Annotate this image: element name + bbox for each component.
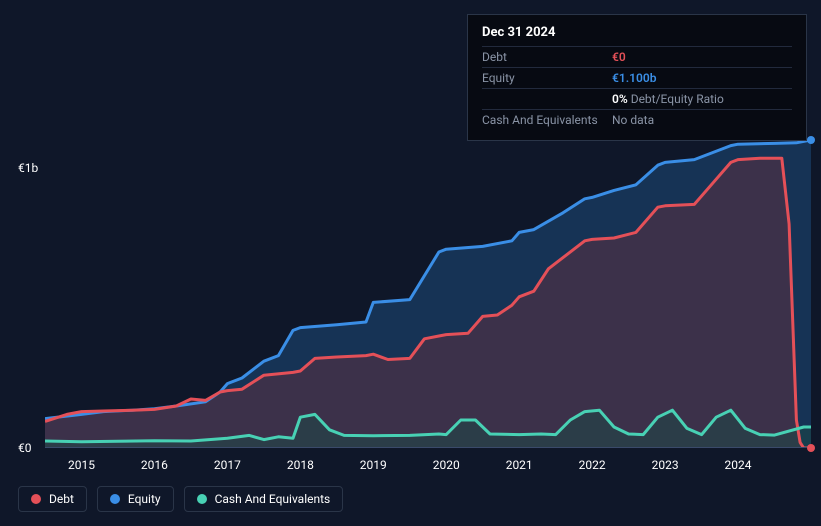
tooltip-row-label: Debt <box>482 50 612 64</box>
x-axis: 2015 2016 2017 2018 2019 2020 2021 2022 2023 2024 <box>45 456 811 476</box>
legend: Debt Equity Cash And Equivalents <box>18 486 343 512</box>
legend-label: Cash And Equivalents <box>215 492 331 506</box>
debt-end-marker <box>807 444 815 452</box>
x-tick-label: 2018 <box>287 458 314 472</box>
legend-item-debt[interactable]: Debt <box>18 486 87 512</box>
y-axis: €0€1b <box>0 0 45 526</box>
tooltip-row-label <box>482 92 612 106</box>
equity-end-marker <box>807 136 815 144</box>
x-tick-label: 2024 <box>725 458 752 472</box>
zero-baseline <box>45 447 811 448</box>
legend-dot-icon <box>110 494 120 504</box>
tooltip-row: 0% Debt/Equity Ratio <box>482 88 792 109</box>
debt-equity-chart: Dec 31 2024 Debt€0Equity€1.100b0% Debt/E… <box>0 0 821 526</box>
tooltip-row-label: Equity <box>482 71 612 85</box>
x-tick-label: 2015 <box>68 458 95 472</box>
x-tick-label: 2020 <box>433 458 460 472</box>
tooltip-row-value: €0 <box>612 50 792 64</box>
tooltip-row-value: 0% Debt/Equity Ratio <box>612 92 792 106</box>
x-tick-label: 2021 <box>506 458 533 472</box>
tooltip-row: Cash And EquivalentsNo data <box>482 109 792 130</box>
x-tick-label: 2022 <box>579 458 606 472</box>
chart-tooltip: Dec 31 2024 Debt€0Equity€1.100b0% Debt/E… <box>467 14 807 141</box>
x-tick-label: 2019 <box>360 458 387 472</box>
legend-item-equity[interactable]: Equity <box>97 486 174 512</box>
legend-dot-icon <box>197 494 207 504</box>
legend-label: Debt <box>49 492 74 506</box>
legend-dot-icon <box>31 494 41 504</box>
plot-area[interactable] <box>45 140 811 448</box>
tooltip-row-value: No data <box>612 113 792 127</box>
x-tick-label: 2023 <box>652 458 679 472</box>
tooltip-row-label: Cash And Equivalents <box>482 113 612 127</box>
tooltip-date: Dec 31 2024 <box>482 25 792 46</box>
tooltip-row-value: €1.100b <box>612 71 792 85</box>
legend-label: Equity <box>128 492 161 506</box>
tooltip-row: Debt€0 <box>482 46 792 67</box>
legend-item-cash[interactable]: Cash And Equivalents <box>184 486 344 512</box>
x-tick-label: 2017 <box>214 458 241 472</box>
x-tick-label: 2016 <box>141 458 168 472</box>
tooltip-row: Equity€1.100b <box>482 67 792 88</box>
chart-svg <box>45 140 811 448</box>
